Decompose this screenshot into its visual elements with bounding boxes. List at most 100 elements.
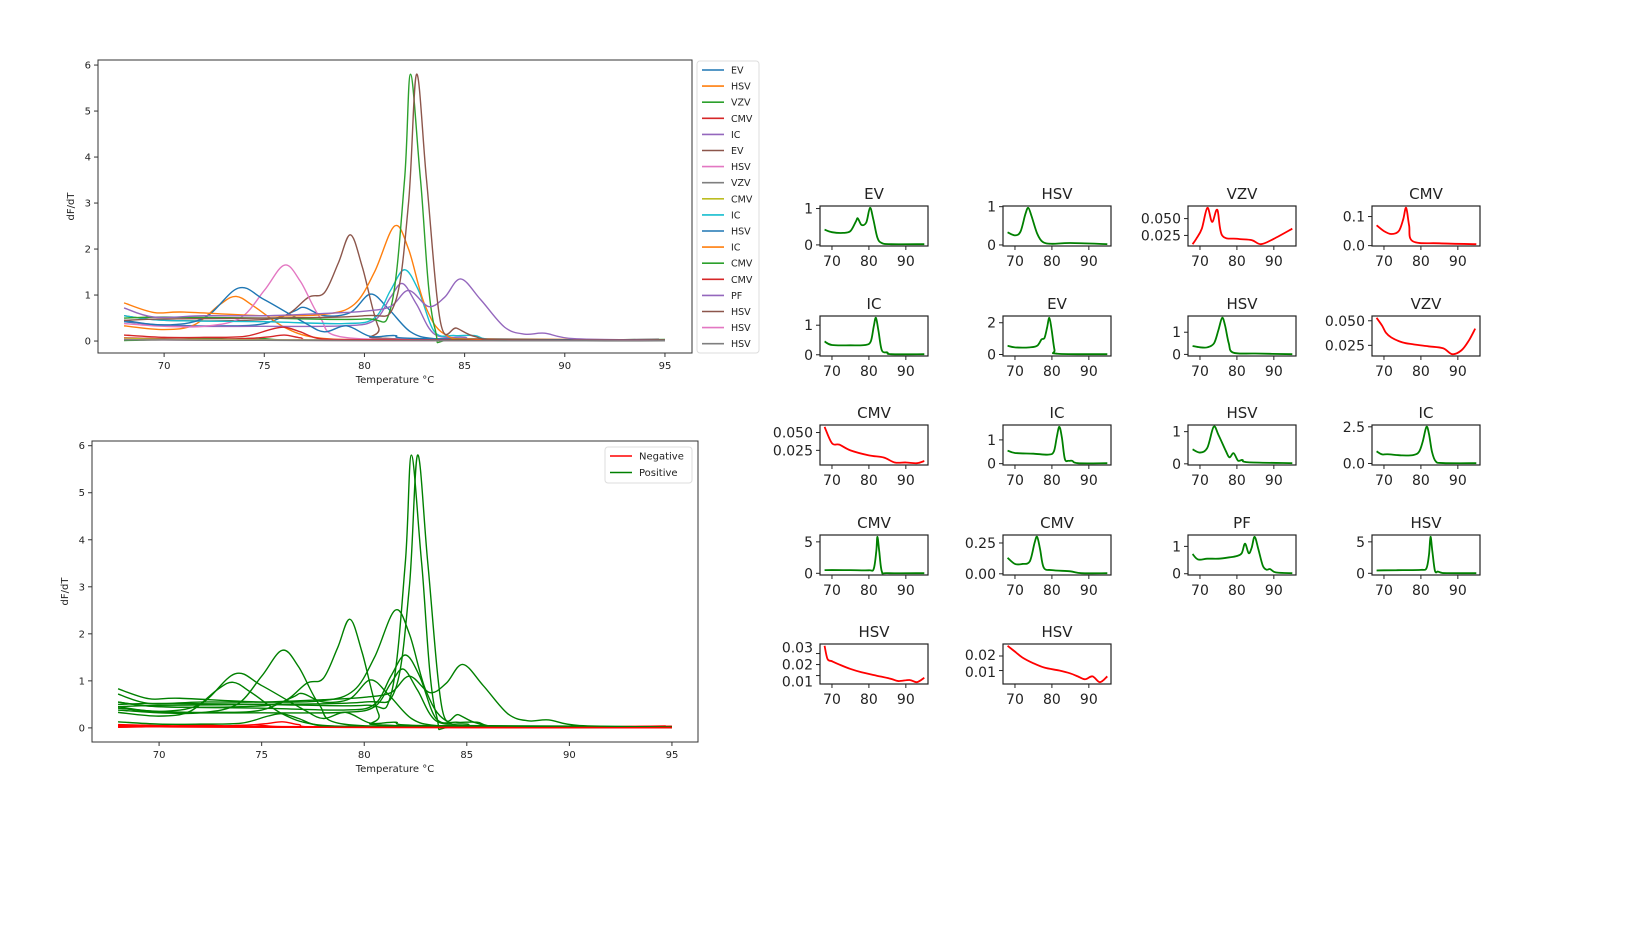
- y-tick-label: 0: [85, 337, 91, 348]
- x-tick-label: 90: [897, 692, 915, 708]
- x-tick-label: 70: [1375, 254, 1393, 270]
- panel-title: EV: [864, 185, 884, 203]
- x-tick-label: 70: [1375, 583, 1393, 599]
- legend: EV HSV VZV CMV IC EV HSV VZV CMV IC HSV IC CMV CMV PF H…: [696, 60, 760, 354]
- panel-frame: [1002, 315, 1112, 357]
- legend-label: HSV: [731, 162, 751, 173]
- x-tick-label: 85: [460, 750, 473, 761]
- panel-7-vzv: VZV 70 80 90 0.025 0.050: [1325, 295, 1481, 380]
- panel-5-ev: EV 70 80 90 0 2: [987, 295, 1112, 380]
- legend-label: PF: [731, 291, 742, 302]
- y-tick-label: 3: [79, 582, 85, 593]
- x-tick-label: 70: [1191, 473, 1209, 489]
- panel-title: VZV: [1227, 185, 1259, 203]
- y-tick-label: 1: [1172, 425, 1181, 441]
- y-tick-label: 0.050: [1141, 212, 1181, 228]
- panel-series-line: [1376, 425, 1477, 465]
- x-tick-label: 80: [1412, 473, 1430, 489]
- panel-series-line: [824, 535, 925, 575]
- panel-frame: [819, 643, 929, 685]
- y-tick-label: 1: [987, 200, 996, 216]
- panel-frame: [1371, 424, 1481, 466]
- legend-label: Negative: [639, 452, 684, 463]
- panel-series-line: [1007, 425, 1108, 465]
- x-tick-label: 90: [1265, 364, 1283, 380]
- x-tick-label: 85: [458, 361, 471, 372]
- panel-frame: [1187, 424, 1297, 466]
- x-tick-label: 80: [1043, 473, 1061, 489]
- x-tick-label: 80: [1228, 583, 1246, 599]
- panel-series-line: [1006, 535, 1108, 575]
- y-tick-label: 0: [804, 238, 813, 254]
- x-tick-label: 90: [897, 364, 915, 380]
- x-tick-label: 90: [1080, 473, 1098, 489]
- x-tick-label: 75: [258, 361, 271, 372]
- legend-classification: Negative Positive: [604, 446, 693, 484]
- panel-15-hsv: HSV 70 80 90 0 5: [1356, 514, 1481, 599]
- panel-title: HSV: [1041, 185, 1073, 203]
- panel-0-ev: EV 70 80 90 0 1: [804, 185, 929, 270]
- panel-title: PF: [1233, 514, 1251, 532]
- panel-series-line: [1375, 317, 1476, 356]
- x-tick-label: 90: [1080, 692, 1098, 708]
- series-line-11-ic: [117, 608, 672, 728]
- y-tick-label: 0: [987, 457, 996, 473]
- x-tick-label: 70: [1375, 364, 1393, 380]
- panel-title: IC: [1419, 404, 1434, 422]
- legend-label: HSV: [731, 307, 751, 318]
- y-tick-label: 0: [804, 566, 813, 582]
- y-tick-label: 5: [804, 535, 813, 551]
- y-tick-label: 5: [85, 107, 91, 118]
- legend-label: CMV: [731, 194, 753, 205]
- panel-17-hsv: HSV 70 80 90 0.010.02: [965, 623, 1112, 708]
- x-tick-label: 80: [1228, 364, 1246, 380]
- panel-title: CMV: [857, 514, 891, 532]
- y-tick-label: 0.1: [1343, 210, 1365, 226]
- x-tick-label: 70: [1191, 364, 1209, 380]
- panel-12-cmv: CMV 70 80 90 0 5: [804, 514, 929, 599]
- x-tick-label: 90: [1080, 254, 1098, 270]
- panel-frame: [1002, 643, 1112, 685]
- y-tick-label: 0.02: [965, 648, 996, 664]
- legend-label: IC: [731, 210, 741, 221]
- panel-series-line: [823, 426, 925, 465]
- x-tick-label: 80: [860, 473, 878, 489]
- y-tick-label: 0: [804, 348, 813, 364]
- y-tick-label: 1: [804, 202, 813, 218]
- x-tick-label: 70: [1375, 473, 1393, 489]
- y-tick-label: 0.00: [965, 567, 996, 583]
- legend-label: IC: [731, 130, 741, 141]
- y-tick-label: 1: [1172, 539, 1181, 555]
- x-tick-label: 80: [1412, 364, 1430, 380]
- y-tick-label: 1: [85, 291, 91, 302]
- x-axis-label: Temperature °C: [355, 375, 435, 386]
- legend-label: VZV: [731, 178, 751, 189]
- panel-title: IC: [1050, 404, 1065, 422]
- x-tick-label: 90: [1265, 473, 1283, 489]
- panel-11-ic: IC 70 80 90 0.0 2.5: [1343, 404, 1481, 489]
- series-line-15-hsv: [124, 73, 665, 341]
- panel-frame: [819, 424, 929, 466]
- panel-14-pf: PF 70 80 90 0 1: [1172, 514, 1297, 599]
- x-tick-label: 90: [897, 583, 915, 599]
- x-tick-label: 80: [1228, 473, 1246, 489]
- axes-frame: [97, 59, 693, 354]
- x-axis-label: Temperature °C: [355, 764, 435, 775]
- y-tick-label: 0.0: [1343, 239, 1365, 255]
- panel-frame: [1002, 205, 1112, 247]
- melt-curve-chart: 70 75 80 85 90 95 0 1 2 3 4 5 6 Temperature °C dF/dT: [66, 59, 693, 386]
- y-tick-label: 4: [79, 535, 85, 546]
- panel-title: HSV: [1226, 404, 1258, 422]
- x-tick-label: 80: [358, 361, 371, 372]
- panel-series-line: [824, 206, 925, 246]
- panel-3-cmv: CMV 70 80 90 0.0 0.1: [1343, 185, 1481, 270]
- panel-title: CMV: [1409, 185, 1443, 203]
- x-tick-label: 75: [255, 750, 268, 761]
- x-tick-label: 80: [860, 254, 878, 270]
- y-tick-label: 0: [1172, 347, 1181, 363]
- panel-title: CMV: [1040, 514, 1074, 532]
- y-tick-label: 0.02: [782, 658, 813, 674]
- x-tick-label: 90: [1080, 583, 1098, 599]
